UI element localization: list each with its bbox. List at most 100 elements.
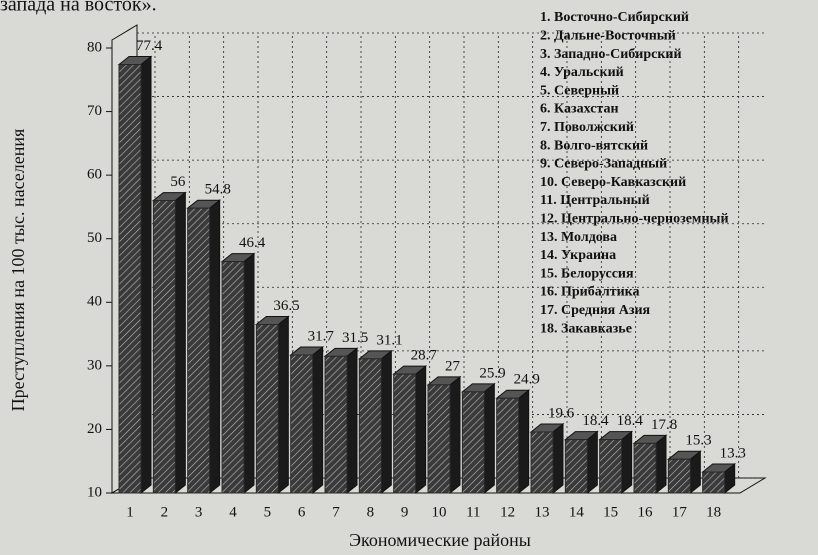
x-tick-label: 8 (367, 504, 375, 520)
bar (427, 384, 451, 494)
value-label: 24.9 (514, 372, 540, 388)
y-tick-label: 30 (87, 357, 102, 373)
value-label: 17.8 (651, 417, 677, 433)
bar-side (552, 422, 564, 495)
value-label: 15.3 (685, 433, 711, 449)
legend-item: 17. Средняя Азия (540, 303, 651, 318)
x-axis-label: Экономические районы (349, 530, 531, 550)
value-label: 28.7 (411, 348, 438, 364)
bar-side (346, 347, 358, 495)
bar (187, 207, 211, 494)
value-label: 54.8 (205, 182, 231, 198)
bar-side (449, 375, 461, 495)
x-tick-label: 14 (569, 504, 585, 520)
bar (221, 261, 245, 494)
bar-side (380, 349, 392, 495)
bar (152, 200, 176, 494)
bar-side (655, 434, 667, 495)
legend-item: 9. Северо-Западный (540, 157, 667, 172)
bar-side (209, 199, 221, 495)
legend-item: 10. Северо-Кавказский (540, 175, 686, 190)
bar (255, 324, 279, 494)
x-tick-label: 17 (672, 504, 688, 520)
legend-item: 11. Центральный (540, 193, 650, 208)
x-tick-label: 9 (401, 504, 409, 520)
legend-item: 14. Украина (540, 248, 616, 263)
y-tick-label: 10 (87, 484, 102, 500)
bar (393, 373, 417, 494)
value-label: 13.3 (720, 445, 746, 461)
bar-side (312, 346, 324, 495)
bar (530, 431, 554, 494)
x-tick-label: 18 (706, 504, 721, 520)
bar-side (483, 382, 495, 495)
legend-item: 7. Поволжский (540, 120, 634, 135)
x-tick-label: 2 (161, 504, 169, 520)
bar (633, 442, 657, 494)
y-tick-label: 60 (87, 167, 102, 183)
bar (599, 439, 623, 494)
x-tick-label: 5 (264, 504, 272, 520)
legend-item: 6. Казахстан (540, 102, 619, 117)
x-tick-label: 13 (535, 504, 550, 520)
bar (290, 354, 314, 494)
value-label: 36.5 (273, 298, 299, 314)
bar-side (174, 191, 186, 495)
bar (667, 458, 691, 494)
value-label: 46.4 (239, 235, 266, 251)
legend-item: 15. Белоруссия (540, 266, 634, 281)
legend-item: 1. Восточно-Сибирский (540, 10, 689, 25)
bar-side (621, 430, 633, 495)
legend-item: 4. Уральский (540, 65, 624, 80)
value-label: 31.7 (308, 328, 335, 344)
bar-side (277, 315, 289, 495)
y-axis-label: Преступления на 100 тыс. населения (8, 129, 28, 412)
legend-item: 5. Северный (540, 83, 619, 98)
bar (702, 471, 726, 494)
bar (461, 391, 485, 494)
x-tick-label: 3 (195, 504, 203, 520)
x-tick-label: 4 (229, 504, 237, 520)
x-tick-label: 6 (298, 504, 306, 520)
value-label: 27 (445, 358, 461, 374)
value-label: 77.4 (136, 38, 163, 54)
value-label: 18.4 (617, 413, 644, 429)
y-tick-label: 50 (87, 230, 102, 246)
value-label: 31.1 (376, 332, 402, 348)
x-tick-label: 7 (332, 504, 340, 520)
value-label: 56 (170, 174, 186, 190)
bar-side (415, 365, 427, 495)
bar (496, 397, 520, 494)
y-tick-label: 40 (87, 294, 102, 310)
legend-item: 13. Молдова (540, 230, 617, 245)
bar-side (243, 252, 255, 495)
legend-item: 8. Волго-вятский (540, 138, 648, 153)
caption-fragment: запада на восток». (0, 0, 157, 16)
y-tick-label: 80 (87, 39, 102, 55)
legend-item: 16. Прибалтика (540, 285, 640, 300)
value-label: 25.9 (479, 365, 505, 381)
bar-side (518, 389, 530, 495)
bar-side (586, 430, 598, 495)
x-tick-label: 16 (638, 504, 654, 520)
y-tick-label: 20 (87, 421, 102, 437)
value-label: 31.5 (342, 330, 368, 346)
bar (564, 439, 588, 494)
bar (118, 64, 142, 494)
legend-item: 18. Закавказье (540, 321, 632, 336)
bar (358, 358, 382, 494)
legend-item: 2. Дальне-Восточный (540, 29, 676, 44)
x-tick-label: 15 (603, 504, 618, 520)
value-label: 19.6 (548, 405, 575, 421)
legend-item: 12. Центрально-черноземный (540, 212, 729, 227)
bar (324, 355, 348, 494)
x-tick-label: 1 (126, 504, 134, 520)
bar-side (140, 55, 152, 495)
x-tick-label: 12 (500, 504, 515, 520)
x-tick-label: 11 (466, 504, 480, 520)
y-tick-label: 70 (87, 103, 102, 119)
value-label: 18.4 (582, 413, 609, 429)
legend-item: 3. Западно-Сибирский (540, 47, 682, 62)
x-tick-label: 10 (432, 504, 447, 520)
